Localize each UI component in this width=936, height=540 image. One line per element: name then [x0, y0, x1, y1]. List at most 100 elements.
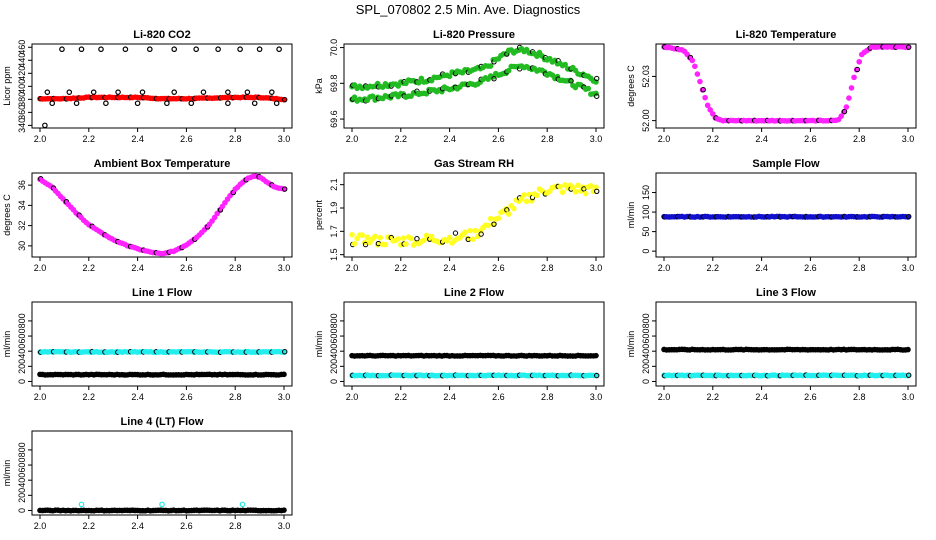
- data-point: [534, 192, 540, 199]
- y-tick-label: 34: [17, 200, 27, 210]
- chart-title: Line 2 Flow: [444, 287, 504, 299]
- data-point: [428, 233, 435, 240]
- y-tick-label: 200: [641, 359, 651, 374]
- y-tick-label: 69.6: [329, 110, 339, 128]
- y-tick-label: 1.7: [329, 225, 339, 238]
- y-tick-label: 440: [17, 53, 27, 68]
- data-point: [570, 184, 576, 191]
- data-point: [562, 61, 568, 68]
- data-point: [439, 88, 445, 95]
- y-tick-label: 30: [17, 241, 27, 251]
- x-tick-label: 2.4: [443, 392, 456, 402]
- y-tick-label: 360: [17, 105, 27, 120]
- x-tick-label: 2.0: [346, 134, 359, 144]
- plot-frame: [31, 301, 293, 387]
- data-point: [188, 100, 195, 107]
- data-point: [523, 198, 530, 205]
- data-point: [59, 46, 65, 53]
- data-point: [692, 63, 698, 70]
- data-point: [219, 203, 226, 210]
- data-point: [841, 108, 848, 115]
- data-point: [491, 76, 497, 82]
- plot-frame: [655, 172, 917, 258]
- data-point: [349, 231, 355, 238]
- data-point: [485, 222, 491, 229]
- x-tick-label: 2.6: [804, 134, 817, 144]
- data-point: [467, 227, 473, 234]
- chart-title: Sample Flow: [752, 158, 820, 170]
- plot-frame: [31, 172, 293, 258]
- chart-title: Li-820 Pressure: [433, 29, 515, 41]
- data-point: [594, 372, 600, 379]
- data-point: [408, 235, 414, 242]
- x-tick-label: 2.2: [707, 392, 720, 402]
- x-tick-label: 2.2: [83, 521, 96, 531]
- data-point: [694, 71, 701, 77]
- data-point: [848, 85, 855, 91]
- data-point: [359, 232, 366, 238]
- data-point: [851, 74, 857, 81]
- chart-title: Ambient Box Temperature: [94, 158, 231, 170]
- y-axis-label: ml/min: [626, 202, 636, 229]
- x-tick-label: 3.0: [902, 263, 915, 273]
- data-point: [518, 196, 525, 202]
- x-tick-label: 2.6: [180, 392, 193, 402]
- data-point: [273, 100, 280, 107]
- y-tick-label: 200: [329, 359, 339, 374]
- data-point: [588, 182, 594, 189]
- data-point: [268, 89, 275, 95]
- data-point: [171, 89, 178, 95]
- data-point: [594, 75, 600, 82]
- x-tick-label: 2.0: [346, 263, 359, 273]
- y-tick-label: 400: [17, 344, 27, 359]
- data-point: [557, 183, 563, 190]
- data-point: [400, 235, 407, 241]
- x-tick-label: 2.2: [707, 134, 720, 144]
- y-tick-label: 0: [17, 508, 27, 513]
- x-tick-label: 2.8: [229, 263, 242, 273]
- x-tick-label: 2.4: [131, 134, 144, 144]
- x-tick-label: 3.0: [590, 392, 603, 402]
- y-tick-label: 800: [641, 313, 651, 328]
- data-point: [362, 241, 369, 248]
- data-point: [73, 100, 80, 107]
- y-tick-label: 600: [17, 329, 27, 344]
- data-point: [90, 89, 97, 95]
- data-point: [134, 100, 141, 107]
- y-tick-label: 1.9: [329, 202, 339, 215]
- x-tick-label: 2.8: [229, 392, 242, 402]
- y-tick-label: 0: [641, 249, 651, 254]
- data-point: [395, 236, 402, 242]
- data-point: [251, 100, 258, 107]
- plot-frame: [655, 43, 917, 129]
- data-point: [139, 89, 146, 95]
- x-tick-label: 2.8: [229, 521, 242, 531]
- data-point: [487, 63, 494, 69]
- chart-panel: Li-820 CO2 Licor ppm 2.0 2.2 2.4 2.6 2.8 3.0 340…: [2, 29, 293, 144]
- x-tick-label: 2.0: [34, 521, 47, 531]
- data-point: [418, 75, 425, 82]
- data-point: [594, 93, 600, 99]
- x-tick-label: 2.6: [180, 263, 193, 273]
- chart-panel: Line 3 Flow ml/min 2.0 2.2 2.4 2.6 2.8 3.0 0 2004…: [626, 287, 917, 402]
- data-point: [905, 346, 911, 353]
- data-point: [572, 188, 579, 195]
- data-point: [351, 240, 358, 247]
- x-tick-label: 2.8: [229, 134, 242, 144]
- x-tick-label: 3.0: [278, 392, 291, 402]
- data-point: [372, 233, 378, 240]
- data-point: [585, 85, 592, 92]
- data-point: [906, 213, 912, 220]
- y-axis-label: percent: [314, 199, 324, 230]
- data-point: [103, 100, 109, 107]
- data-point: [403, 241, 409, 247]
- y-tick-label: 69.8: [329, 75, 339, 93]
- x-tick-label: 3.0: [278, 521, 291, 531]
- chart-title: Line 1 Flow: [132, 287, 192, 299]
- data-point: [66, 89, 73, 95]
- x-tick-label: 2.8: [541, 392, 554, 402]
- data-point: [700, 87, 706, 93]
- y-tick-label: 800: [17, 313, 27, 328]
- x-tick-label: 2.8: [853, 263, 866, 273]
- x-tick-label: 2.0: [658, 134, 671, 144]
